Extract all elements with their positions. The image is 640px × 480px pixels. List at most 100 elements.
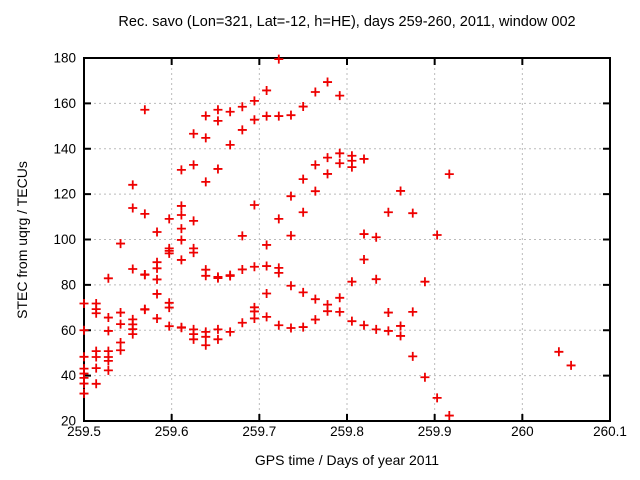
data-point — [249, 96, 259, 106]
data-point — [128, 264, 138, 274]
plot-border — [83, 57, 611, 422]
data-point — [225, 107, 235, 117]
data-point — [152, 227, 162, 237]
data-point — [396, 186, 406, 196]
data-point — [79, 352, 89, 362]
y-tick-label: 140 — [53, 141, 76, 156]
data-point — [79, 389, 89, 399]
data-point — [298, 102, 308, 112]
data-point — [286, 231, 296, 241]
data-point — [176, 210, 186, 220]
data-point — [298, 322, 308, 332]
data-point — [237, 318, 247, 328]
data-point — [225, 271, 235, 281]
chart-title: Rec. savo (Lon=321, Lat=-12, h=HE), days… — [118, 14, 576, 30]
data-point — [420, 277, 430, 287]
data-point — [79, 379, 89, 389]
y-tick-label: 180 — [53, 51, 76, 66]
data-point — [359, 254, 369, 264]
data-point — [420, 372, 430, 382]
data-point — [116, 345, 126, 355]
data-point — [213, 324, 223, 334]
data-point — [213, 334, 223, 344]
data-point — [237, 125, 247, 135]
x-tick-label: 259.8 — [330, 424, 364, 439]
y-tick-label: 160 — [53, 96, 76, 111]
data-point — [274, 54, 284, 64]
data-point — [79, 325, 89, 335]
data-point — [237, 264, 247, 274]
data-point — [262, 288, 272, 298]
data-point — [213, 164, 223, 174]
data-point — [298, 287, 308, 297]
data-point — [176, 224, 186, 234]
data-point — [310, 87, 320, 97]
data-point — [323, 306, 333, 316]
data-point — [408, 208, 418, 218]
data-point — [432, 230, 442, 240]
data-point — [286, 110, 296, 120]
data-point — [371, 324, 381, 334]
data-point — [383, 326, 393, 336]
data-point — [249, 262, 259, 272]
data-point — [310, 294, 320, 304]
data-point — [213, 105, 223, 115]
data-point — [274, 214, 284, 224]
data-point — [128, 203, 138, 213]
data-point — [116, 338, 126, 348]
data-point — [396, 331, 406, 341]
data-point — [262, 111, 272, 121]
data-point — [249, 200, 259, 210]
data-point — [140, 305, 150, 315]
data-point — [335, 91, 345, 101]
data-point — [91, 352, 101, 362]
data-point — [262, 312, 272, 322]
data-point — [359, 320, 369, 330]
data-point — [189, 160, 199, 170]
data-point — [408, 307, 418, 317]
data-point — [201, 340, 211, 350]
data-point — [310, 160, 320, 170]
data-point — [396, 321, 406, 331]
data-point — [201, 177, 211, 187]
data-point — [176, 235, 186, 245]
data-point — [152, 313, 162, 323]
data-point — [262, 85, 272, 95]
data-point — [274, 320, 284, 330]
data-point — [408, 351, 418, 361]
data-point — [201, 133, 211, 143]
data-point — [286, 281, 296, 291]
data-point — [554, 347, 564, 357]
data-point — [323, 169, 333, 179]
y-tick-label: 80 — [61, 277, 76, 292]
y-tick-label: 20 — [61, 414, 76, 429]
data-point — [335, 148, 345, 158]
data-point — [201, 332, 211, 342]
data-point — [347, 162, 357, 172]
data-point — [103, 365, 113, 375]
x-axis-label: GPS time / Days of year 2011 — [254, 452, 440, 468]
x-tick-label: 259.7 — [242, 424, 276, 439]
data-point — [176, 255, 186, 265]
data-point — [140, 270, 150, 280]
data-point — [213, 273, 223, 283]
data-point — [359, 154, 369, 164]
data-point — [201, 111, 211, 121]
data-point — [225, 327, 235, 337]
data-point — [103, 273, 113, 283]
data-point — [298, 207, 308, 217]
data-point — [237, 231, 247, 241]
data-point — [237, 102, 247, 112]
data-point — [249, 115, 259, 125]
data-point — [310, 186, 320, 196]
data-point — [323, 153, 333, 163]
data-point — [176, 201, 186, 211]
data-point — [359, 229, 369, 239]
data-point — [347, 277, 357, 287]
data-point — [189, 248, 199, 258]
data-point — [371, 274, 381, 284]
data-point — [91, 363, 101, 373]
data-point — [262, 240, 272, 250]
